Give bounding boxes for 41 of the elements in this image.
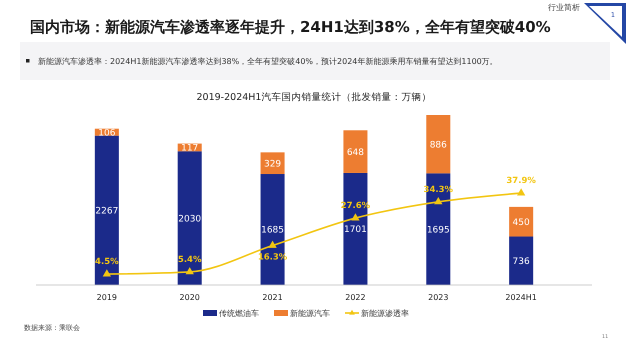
bar <box>426 115 450 174</box>
data-label: 1685 <box>261 226 284 236</box>
data-label: 5.4% <box>178 254 202 265</box>
data-label: 1695 <box>426 225 450 236</box>
x-tick-label: 2019 <box>96 293 118 302</box>
x-tick-label: 2023 <box>428 293 448 302</box>
point <box>434 197 442 204</box>
x-tick-label: 2020 <box>180 293 200 302</box>
data-label: 329 <box>264 159 282 170</box>
data-label: 4.5% <box>95 257 120 268</box>
chart-title: 国内市场：新能源汽车渗透率逐年提升，24H1达到38%，全年有望突破40% <box>30 18 551 36</box>
data-label: 886 <box>430 140 448 150</box>
point <box>268 240 277 248</box>
legend-label: 新能源汽车 <box>290 308 330 318</box>
data-label: 37.9% <box>506 176 536 186</box>
data-label: 117 <box>181 144 198 154</box>
legend-label: 新能源渗透率 <box>361 308 409 318</box>
text: 2019-2024H1汽车国内销量统计（批发销量：万辆） <box>196 91 432 103</box>
bar <box>178 151 202 285</box>
chart-subtitle: 新能源汽车渗透率：2024H1新能源汽车渗透率达到38%，全年有望突破40%，预计2024年新能源乘用车销量有望达到1100万。 <box>38 56 498 66</box>
data-label: 450 <box>512 218 530 228</box>
x-tick-label: 2021 <box>262 293 283 302</box>
data-label: 2267 <box>95 206 118 216</box>
data-label: 2030 <box>178 214 202 224</box>
bar <box>343 130 368 173</box>
x-tick-label: 2024H1 <box>505 293 537 302</box>
legend-label: 传统燃油车 <box>219 308 259 318</box>
bar <box>509 206 534 237</box>
point <box>351 213 360 220</box>
point <box>516 188 526 196</box>
data-label: 1701 <box>344 225 367 236</box>
point <box>102 269 112 276</box>
bar <box>509 236 534 285</box>
bar <box>260 174 285 285</box>
x-tick-label: 2022 <box>345 293 366 302</box>
point <box>186 267 194 274</box>
text: 行业简析 <box>548 3 580 12</box>
data-label: 106 <box>98 128 116 138</box>
bar <box>94 136 119 285</box>
data-label: 648 <box>346 148 364 158</box>
data-label: 736 <box>512 256 530 267</box>
